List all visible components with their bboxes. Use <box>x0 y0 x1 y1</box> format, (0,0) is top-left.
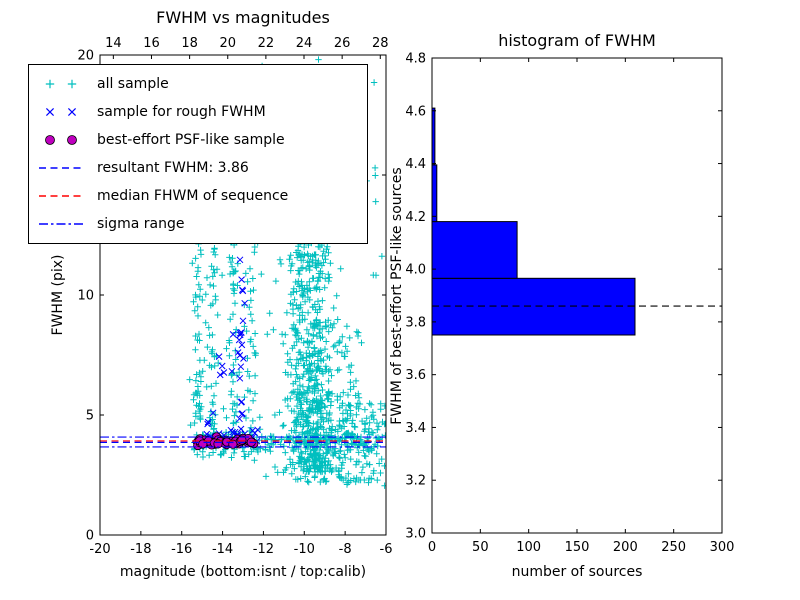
dashdot-marker-icon <box>39 223 83 225</box>
tick-label: 20 <box>77 49 94 64</box>
tick-label: 18 <box>181 36 198 51</box>
legend-label: sample for rough FWHM <box>97 104 266 120</box>
tick-label: 3.2 <box>405 474 426 489</box>
cross-marker-icon <box>45 107 77 117</box>
dashed-marker-icon <box>39 167 83 169</box>
tick-label: 0 <box>428 540 436 555</box>
tick-label: -6 <box>380 542 393 557</box>
legend-item-0: all sample <box>29 70 367 98</box>
circle-marker-icon <box>45 135 77 145</box>
tick-label: -18 <box>130 542 151 557</box>
tick-label: 3.8 <box>405 315 426 330</box>
right-axes-ticks: 0 50 100 150 200 250 300 3.0 3.2 3.4 3.6 3.8 4.0 4.2 4… <box>405 52 734 556</box>
marker-glyph <box>45 79 55 89</box>
tick-label: -20 <box>89 542 110 557</box>
tick-label: 250 <box>661 540 686 555</box>
tick-label: 22 <box>258 36 275 51</box>
tick-label: 16 <box>143 36 160 51</box>
tick-label: -14 <box>212 542 233 557</box>
tick-label: -10 <box>294 542 315 557</box>
tick-label: 26 <box>334 36 351 51</box>
tick-label: 100 <box>516 540 541 555</box>
left-plot-title: FWHM vs magnitudes <box>156 8 330 27</box>
tick-label: -8 <box>339 542 352 557</box>
left-axes-ticks: -20 -18 -16 -14 -12 -10 -8 -6 14 16 18 20 22 24 26 28 0 5… <box>77 36 392 557</box>
legend-label: best-effort PSF-like sample <box>97 132 285 148</box>
left-plot-xlabel: magnitude (bottom:isnt / top:calib) <box>119 564 367 580</box>
legend-label: sigma range <box>97 216 185 232</box>
tick-label: 4.6 <box>405 104 426 119</box>
legend-label: all sample <box>97 76 169 92</box>
legend-item-2: best-effort PSF-like sample <box>29 126 367 154</box>
legend: all sample sample for rough FWHM best-effo… <box>28 64 368 244</box>
legend-item-1: sample for rough FWHM <box>29 98 367 126</box>
tick-label: 20 <box>219 36 236 51</box>
tick-label: -16 <box>171 542 192 557</box>
tick-label: 4.4 <box>405 157 426 172</box>
tick-label: 3.0 <box>405 527 426 542</box>
marker-glyph <box>45 107 55 117</box>
tick-label: 300 <box>710 540 735 555</box>
legend-label: resultant FWHM: 3.86 <box>97 160 249 176</box>
tick-label: 150 <box>565 540 590 555</box>
marker-glyph <box>67 107 77 117</box>
histogram-bar <box>431 221 518 279</box>
marker-glyph <box>45 135 55 145</box>
tick-label: 0 <box>86 529 94 544</box>
tick-label: 10 <box>77 289 94 304</box>
tick-label: 14 <box>105 36 122 51</box>
tick-label: 28 <box>372 36 389 51</box>
dashed-marker-icon <box>39 195 83 197</box>
histogram-bar <box>431 164 438 223</box>
right-plot-ylabel: FWHM of best-effort PSF-like sources <box>389 167 405 425</box>
tick-label: 200 <box>613 540 638 555</box>
left-plot-data <box>100 56 386 489</box>
right-plot-xlabel: number of sources <box>511 564 643 580</box>
tick-label: 4.2 <box>405 210 426 225</box>
right-plot-title: histogram of FWHM <box>498 31 656 50</box>
marker-glyph <box>67 79 77 89</box>
marker-glyph <box>67 135 77 145</box>
tick-label: 4.0 <box>405 263 426 278</box>
tick-label: 24 <box>296 36 313 51</box>
histogram-bars <box>431 107 636 336</box>
tick-label: 3.6 <box>405 368 426 383</box>
legend-label: median FHWM of sequence <box>97 188 289 204</box>
plus-marker-icon <box>45 79 77 89</box>
tick-label: 4.8 <box>405 52 426 67</box>
left-plot-ylabel: FWHM (pix) <box>50 254 66 336</box>
tick-label: -12 <box>253 542 274 557</box>
histogram-bar <box>431 277 636 336</box>
legend-item-4: median FHWM of sequence <box>29 182 367 210</box>
tick-label: 5 <box>86 409 94 424</box>
legend-item-3: resultant FWHM: 3.86 <box>29 154 367 182</box>
legend-item-5: sigma range <box>29 210 367 238</box>
tick-label: 3.4 <box>405 421 426 436</box>
tick-label: 50 <box>472 540 489 555</box>
